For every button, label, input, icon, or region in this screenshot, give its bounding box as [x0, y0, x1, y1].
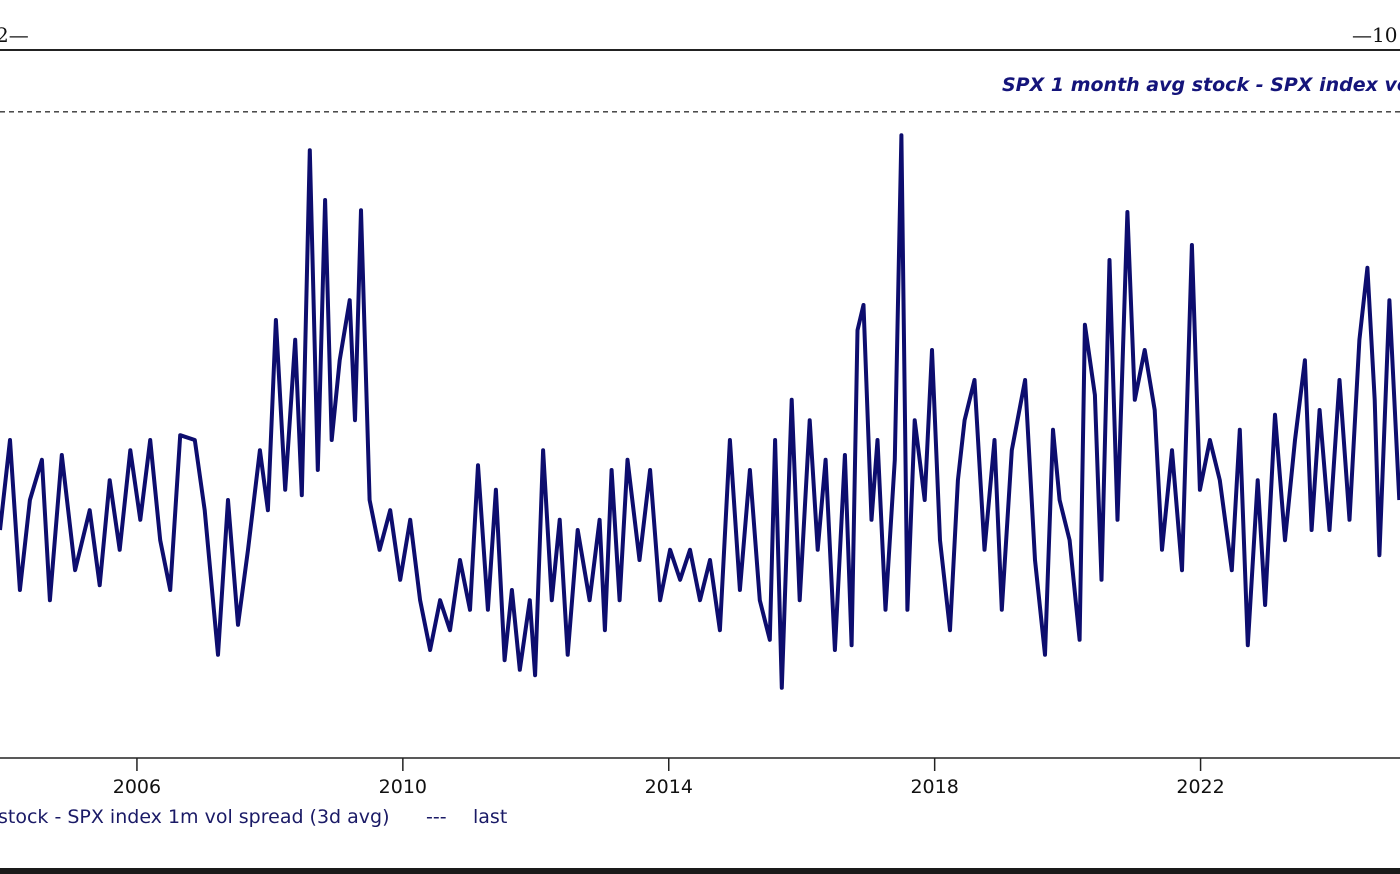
series-line-0: [0, 133, 1400, 690]
x-tick-label: 2006: [113, 776, 161, 798]
chart-title: SPX 1 month avg stock - SPX index vol s: [1002, 74, 1400, 96]
x-tick-label: 2014: [645, 776, 693, 798]
legend-separator: ---: [426, 806, 447, 828]
x-tick-label: 2022: [1176, 776, 1224, 798]
x-tick-label: 2010: [379, 776, 427, 798]
bottom-border: [0, 868, 1400, 874]
top-left-label: 2—: [0, 23, 29, 47]
legend-series-label: stock - SPX index 1m vol spread (3d avg): [0, 806, 390, 828]
top-right-label: —10: [1352, 23, 1397, 47]
x-tick-label: 2018: [910, 776, 958, 798]
legend-last-label: last: [473, 806, 507, 828]
